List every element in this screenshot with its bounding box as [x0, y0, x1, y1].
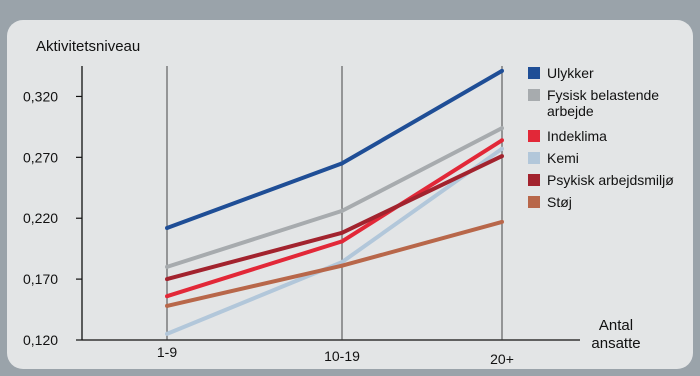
series-1-point-2: [340, 161, 344, 166]
legend-label-1: Ulykker: [547, 65, 594, 81]
x-tick-label: 10-19: [324, 348, 360, 364]
y-tick-label: 0,220: [23, 210, 58, 226]
x-axis-label-line-2: ansatte: [591, 335, 640, 352]
legend-label-4: Kemi: [547, 150, 579, 166]
legend-label-6: Støj: [547, 194, 572, 210]
x-tick-label: 1-9: [157, 344, 177, 360]
y-axis-label: Aktivitetsniveau: [36, 38, 140, 55]
x-tick-label: 20+: [490, 351, 514, 367]
legend-swatch-5: [528, 174, 540, 186]
y-tick-label: 0,120: [23, 332, 58, 348]
legend-label-2: Fysisk belastende: [547, 87, 659, 103]
series-2-point-1: [165, 264, 169, 269]
y-tick-label: 0,170: [23, 271, 58, 287]
series-3-point-1: [165, 294, 169, 299]
legend-label-3: Indeklima: [547, 128, 607, 144]
x-axis-label-line-1: Antal: [599, 317, 633, 334]
series-4-point-3: [500, 146, 504, 151]
series-line-5: [166, 154, 503, 282]
legend-swatch-2: [528, 89, 540, 101]
legend-swatch-3: [528, 130, 540, 142]
legend-swatch-1: [528, 67, 540, 79]
series-line-2: [166, 126, 503, 269]
legend-label-5: Psykisk arbejdsmiljø: [547, 172, 674, 188]
chart-panel: [7, 20, 693, 369]
series-6-point-3: [500, 219, 504, 224]
series-1-point-3: [500, 68, 504, 73]
series-5-point-2: [340, 230, 344, 235]
y-tick-label: 0,270: [23, 149, 58, 165]
series-6-point-1: [165, 303, 169, 308]
y-tick-label: 0,320: [23, 88, 58, 104]
legend-swatch-6: [528, 196, 540, 208]
series-line-1: [166, 69, 504, 230]
series-3-point-2: [340, 239, 344, 244]
legend-swatch-4: [528, 152, 540, 164]
series-5-point-3: [500, 154, 504, 159]
series-2-point-2: [340, 208, 344, 213]
series-line-4: [166, 147, 504, 336]
series-6-point-2: [340, 263, 344, 268]
series-4-point-1: [165, 331, 169, 336]
series-5-point-1: [165, 277, 169, 282]
legend-label-2: arbejde: [547, 103, 594, 119]
series-1-point-1: [165, 226, 169, 230]
series-line-3: [166, 138, 504, 299]
series-3-point-3: [500, 138, 504, 143]
series-4-point-2: [340, 260, 344, 265]
series-2-point-3: [500, 126, 504, 131]
